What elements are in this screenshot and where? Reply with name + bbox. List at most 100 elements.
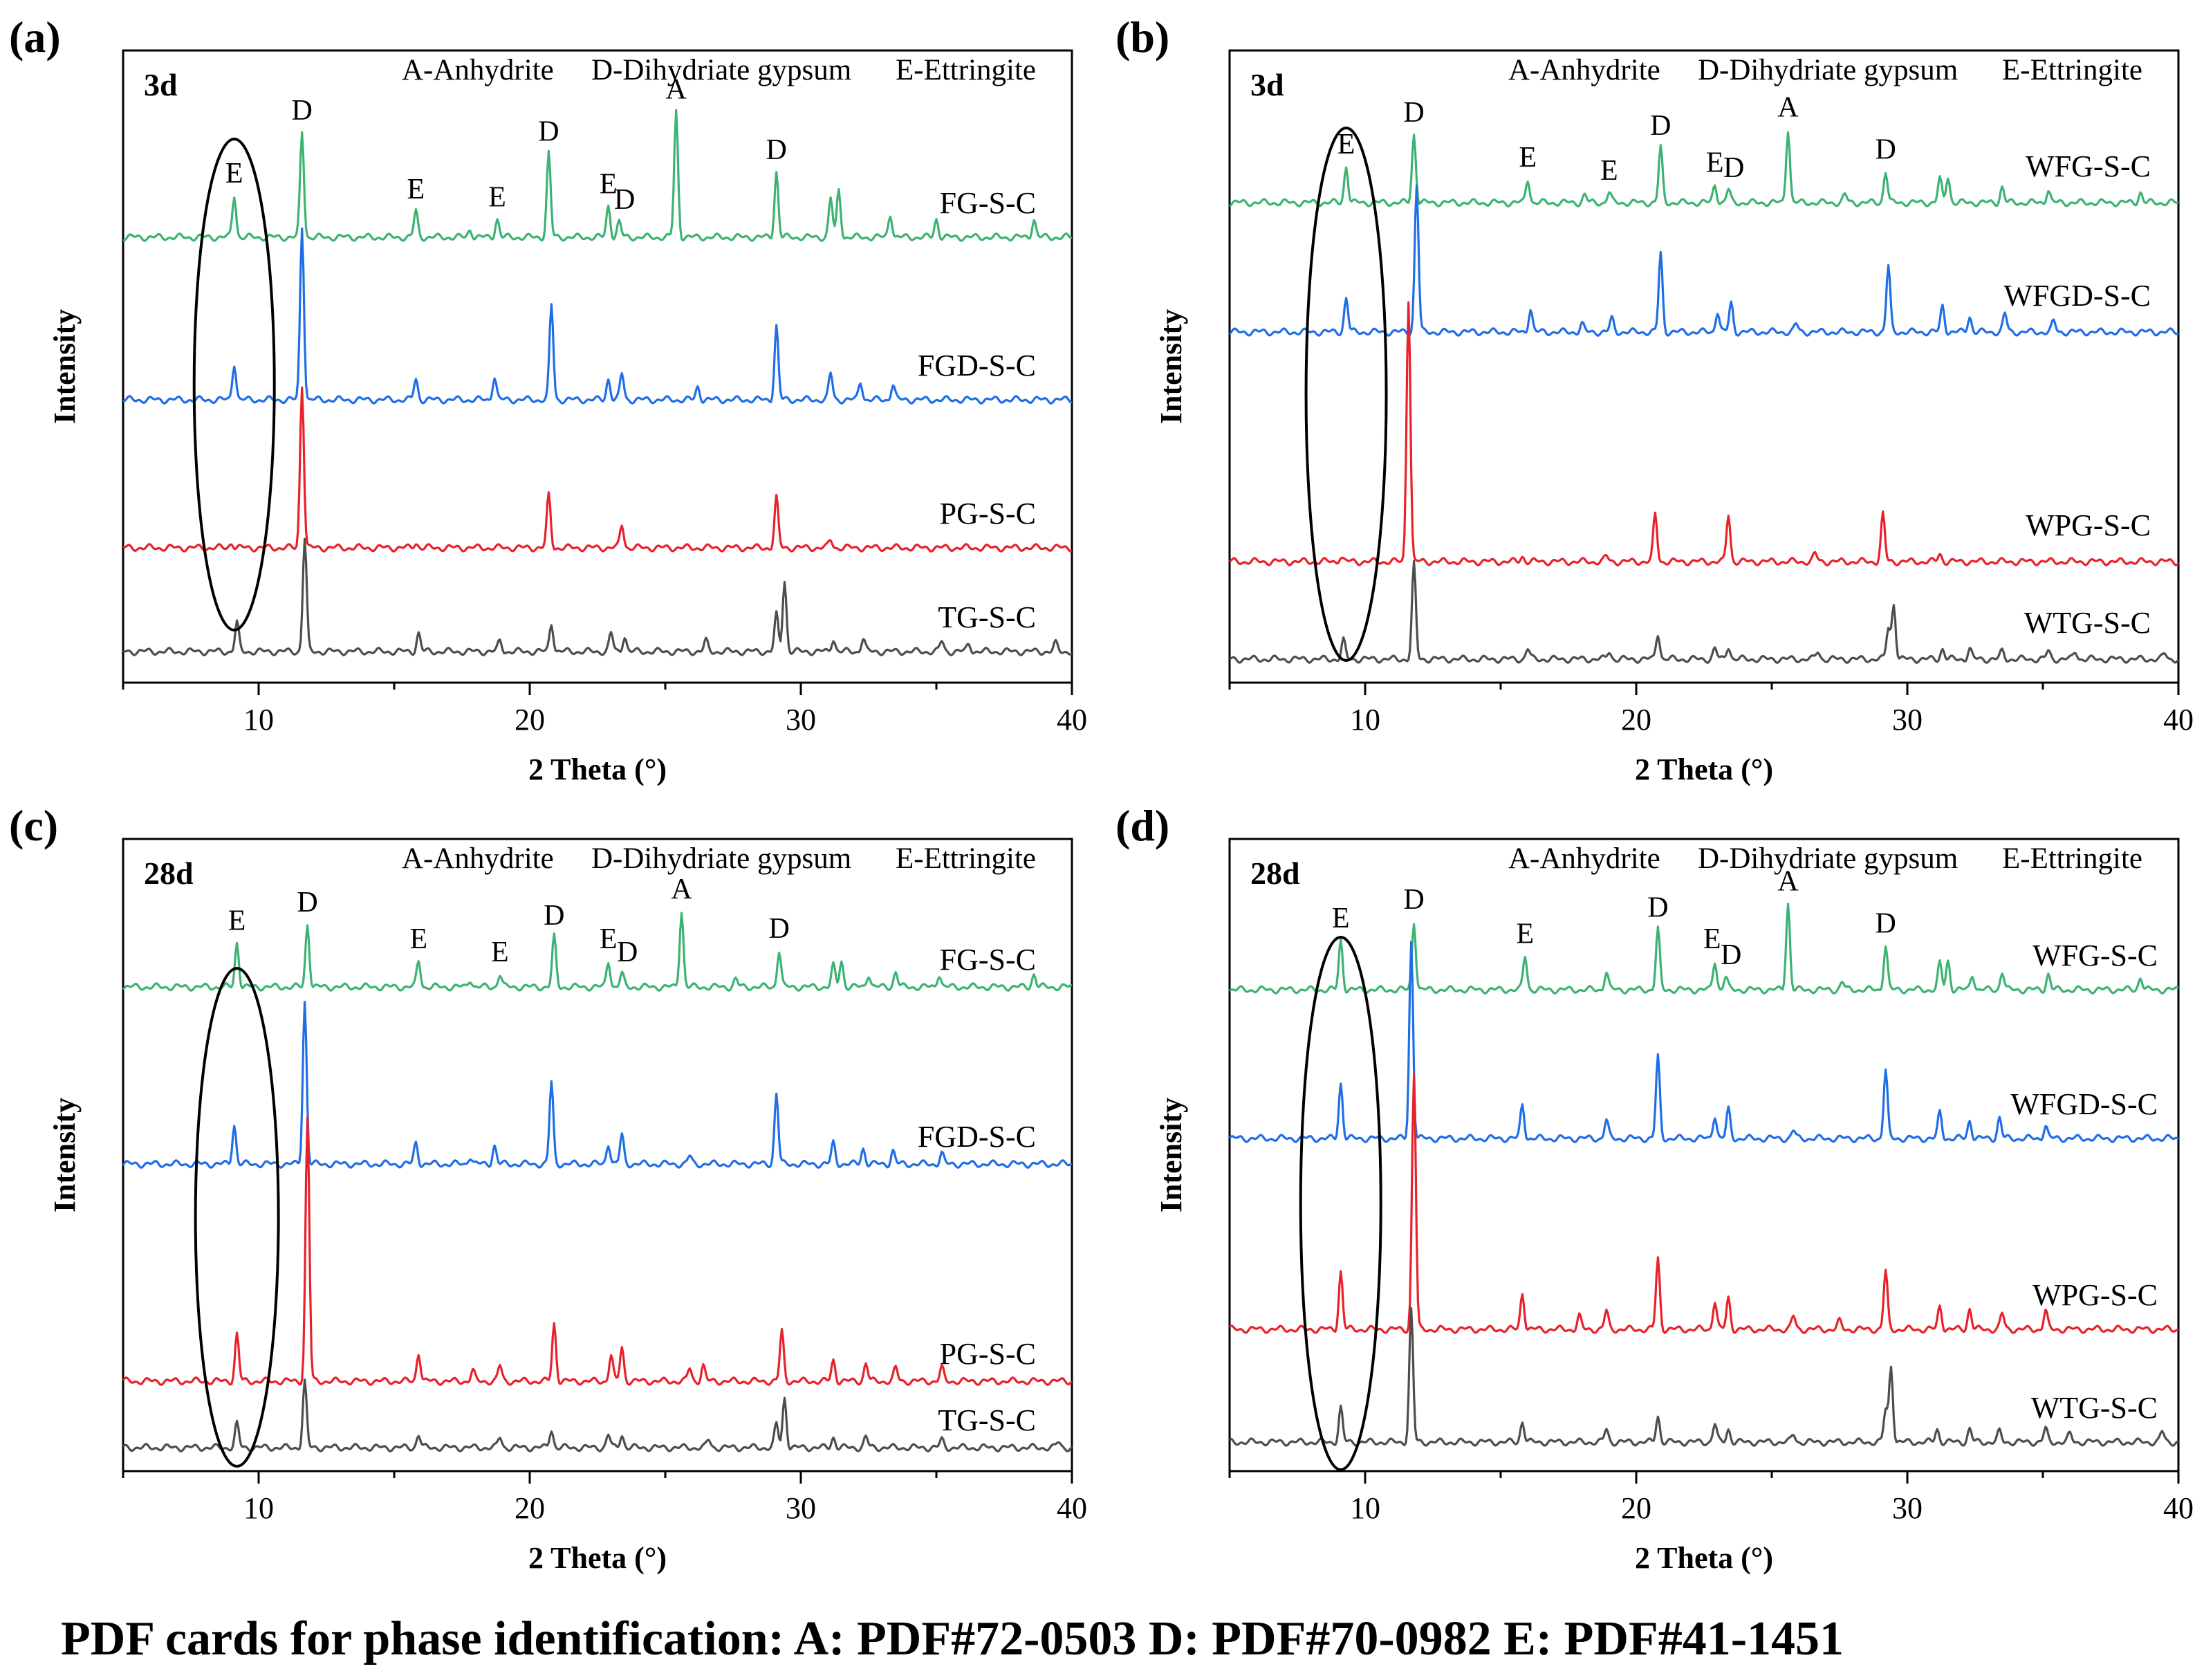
peak-phase-label: D bbox=[617, 936, 638, 968]
peak-phase-label: D bbox=[544, 900, 564, 932]
x-tick-label: 30 bbox=[1892, 1491, 1923, 1525]
peak-phase-label: E bbox=[491, 936, 509, 968]
peak-phase-label: A bbox=[671, 874, 692, 905]
xrd-pattern-wtg-s-c bbox=[1229, 1307, 2179, 1447]
phase-legend-item: E-Ettringite bbox=[2002, 842, 2142, 875]
peak-phase-label: E bbox=[409, 923, 427, 955]
peak-phase-label: D bbox=[1403, 97, 1424, 129]
peak-phase-label: D bbox=[1875, 133, 1896, 165]
peak-phase-label: E bbox=[1516, 919, 1534, 950]
phase-legend-item: D-Dihydriate gypsum bbox=[591, 54, 851, 86]
xrd-pattern-wpg-s-c bbox=[1228, 1073, 2179, 1334]
phase-legend-item: A-Anhydrite bbox=[402, 54, 554, 86]
peak-phase-label: E bbox=[1337, 129, 1355, 160]
x-tick-label: 40 bbox=[2163, 703, 2194, 737]
xrd-pattern-tg-s-c bbox=[122, 537, 1073, 656]
peak-phase-label: D bbox=[297, 887, 317, 919]
x-tick-label: 40 bbox=[1057, 703, 1087, 737]
peak-phase-label: E bbox=[600, 168, 618, 200]
series-label: FGD-S-C bbox=[918, 349, 1036, 382]
phase-legend-item: A-Anhydrite bbox=[402, 842, 554, 875]
peak-phase-label: D bbox=[1647, 892, 1668, 924]
xrd-panel-c: 10 20 30 40 2 Theta (°) Intensity (c) 28d A-Anhy… bbox=[9, 801, 1087, 1575]
peak-phase-label: E bbox=[1706, 147, 1724, 178]
phase-legend-item: D-Dihydriate gypsum bbox=[591, 842, 851, 875]
phase-legend-item: E-Ettringite bbox=[896, 842, 1036, 875]
ettringite-highlight-ellipse bbox=[1299, 936, 1382, 1471]
curing-age-label: 28d bbox=[144, 856, 194, 891]
xrd-pattern-pg-s-c bbox=[122, 386, 1073, 553]
xrd-panel-d: 10 20 30 40 2 Theta (°) Intensity (d) 28d A-Anhy… bbox=[1115, 801, 2194, 1575]
x-tick-label: 30 bbox=[786, 703, 816, 737]
plot-frame bbox=[1228, 49, 2180, 684]
y-axis-label: Intensity bbox=[1154, 1098, 1188, 1212]
x-tick-label: 20 bbox=[1621, 1491, 1651, 1525]
curing-age-label: 3d bbox=[1250, 67, 1284, 102]
x-tick-label: 30 bbox=[1892, 703, 1923, 737]
xrd-pattern-pg-s-c bbox=[122, 1116, 1073, 1386]
ettringite-highlight-ellipse bbox=[1304, 127, 1388, 662]
xrd-pattern-fgd-s-c bbox=[122, 1000, 1073, 1169]
peak-phase-label: E bbox=[1519, 142, 1537, 174]
series-label: FG-S-C bbox=[940, 186, 1036, 220]
peak-phase-label: D bbox=[1721, 939, 1741, 971]
x-tick-label: 40 bbox=[2163, 1491, 2194, 1525]
series-label: WTG-S-C bbox=[2031, 1391, 2158, 1425]
peak-phase-label: D bbox=[768, 913, 789, 945]
peak-phase-label: D bbox=[1650, 110, 1671, 142]
ettringite-highlight-ellipse bbox=[192, 138, 276, 631]
curing-age-label: 3d bbox=[144, 67, 178, 102]
y-axis-label: Intensity bbox=[48, 1098, 82, 1212]
series-label: PG-S-C bbox=[940, 497, 1036, 530]
peak-phase-label: E bbox=[488, 181, 506, 213]
peak-phase-label: A bbox=[1777, 866, 1799, 898]
x-tick-label: 10 bbox=[243, 1491, 274, 1525]
series-label: TG-S-C bbox=[938, 1403, 1036, 1437]
xrd-pattern-tg-s-c bbox=[122, 1378, 1073, 1452]
plot-frame bbox=[122, 49, 1073, 684]
phase-legend-item: E-Ettringite bbox=[2002, 54, 2142, 86]
xrd-pattern-wfgd-s-c bbox=[1228, 941, 2179, 1143]
plot-frame bbox=[1228, 838, 2180, 1473]
xrd-pattern-fgd-s-c bbox=[122, 227, 1073, 405]
peak-phase-label: E bbox=[1332, 903, 1350, 934]
x-tick-label: 10 bbox=[1350, 703, 1380, 737]
series-label: TG-S-C bbox=[938, 600, 1036, 634]
phase-legend-item: A-Anhydrite bbox=[1508, 842, 1660, 875]
x-tick-label: 20 bbox=[1621, 703, 1651, 737]
x-tick-label: 10 bbox=[243, 703, 274, 737]
xrd-pattern-fg-s-c bbox=[122, 109, 1073, 242]
x-tick-label: 30 bbox=[786, 1491, 816, 1525]
x-tick-label: 10 bbox=[1350, 1491, 1380, 1525]
peak-phase-label: A bbox=[666, 74, 687, 106]
series-label: WFGD-S-C bbox=[2010, 1087, 2158, 1121]
peak-phase-label: D bbox=[766, 134, 787, 166]
phase-legend-item: A-Anhydrite bbox=[1508, 54, 1660, 86]
x-tick-label: 40 bbox=[1057, 1491, 1087, 1525]
x-axis-label: 2 Theta (°) bbox=[1635, 1541, 1773, 1575]
x-tick-label: 20 bbox=[515, 1491, 545, 1525]
y-axis-label: Intensity bbox=[48, 309, 82, 424]
peak-phase-label: A bbox=[1777, 92, 1799, 124]
xrd-pattern-wpg-s-c bbox=[1229, 301, 2180, 566]
y-axis-label: Intensity bbox=[1154, 309, 1188, 424]
xrd-pattern-fg-s-c bbox=[122, 912, 1073, 992]
pdf-cards-caption: PDF cards for phase identification: A: P… bbox=[61, 1612, 1844, 1665]
panel-label: (c) bbox=[9, 801, 58, 850]
peak-phase-label: E bbox=[600, 923, 618, 955]
series-label: WFG-S-C bbox=[2032, 939, 2158, 972]
x-axis-label: 2 Theta (°) bbox=[528, 753, 667, 786]
series-label: WPG-S-C bbox=[2026, 508, 2151, 542]
curing-age-label: 28d bbox=[1250, 856, 1300, 891]
peak-phase-label: E bbox=[225, 158, 243, 190]
series-label: PG-S-C bbox=[940, 1337, 1036, 1371]
peak-phase-label: D bbox=[538, 116, 559, 147]
phase-legend-item: D-Dihydriate gypsum bbox=[1698, 842, 1958, 875]
ettringite-highlight-ellipse bbox=[194, 967, 280, 1468]
panel-label: (b) bbox=[1115, 12, 1169, 62]
xrd-panel-a: 10 20 30 40 2 Theta (°) Intensity (a) 3d A-Anhyd… bbox=[9, 12, 1087, 786]
peak-phase-label: E bbox=[228, 905, 246, 936]
xrd-pattern-wfgd-s-c bbox=[1228, 184, 2179, 337]
plot-frame bbox=[122, 838, 1073, 1473]
